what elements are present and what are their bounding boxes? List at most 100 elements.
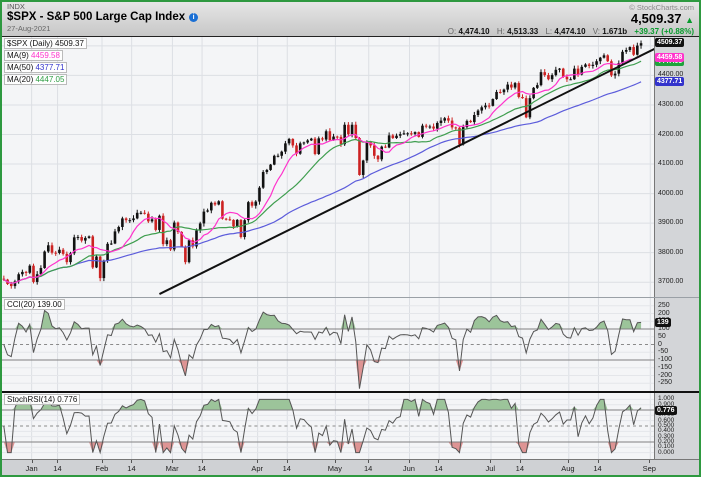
x-axis-label: 14 <box>515 464 524 473</box>
chart-header: INDX $SPX - S&P 500 Large Cap Index i 27… <box>2 2 699 37</box>
x-axis-label: Feb <box>95 464 109 473</box>
stochrsi-plot: StochRSI(14) 0.776 <box>2 393 654 459</box>
price-legend-main: $SPX (Daily) 4509.37 <box>4 38 87 49</box>
y-axis-label: -150 <box>658 363 673 371</box>
x-axis-label: 14 <box>197 464 206 473</box>
change-value: +39.37 (+0.88%) <box>634 27 694 36</box>
stochrsi-panel: StochRSI(14) 0.776 1.0000.9000.8000.7000… <box>2 391 699 459</box>
open-label: O: <box>447 27 457 36</box>
x-axis-tick <box>567 460 569 463</box>
high-label: H: <box>496 27 505 36</box>
x-axis-label: 14 <box>127 464 136 473</box>
ma9-legend: MA(9) 4459.58 <box>4 50 63 61</box>
y-axis-label: 0.400 <box>658 427 675 435</box>
high-value: 4,513.33 <box>507 27 539 36</box>
y-axis-label: 0.200 <box>658 437 675 445</box>
y-axis-label: 0.500 <box>658 422 675 429</box>
stochrsi-legend-text: StochRSI(14) 0.776 <box>4 394 81 405</box>
x-axis-tick <box>201 460 203 463</box>
cci-legend-text: CCI(20) 139.00 <box>4 299 65 310</box>
date-axis: Jan 14 Feb 14 Mar 14 Apr 14 May 14 Jun 14 Jul 14 Aug 14… <box>2 459 699 475</box>
up-arrow-icon: ▲ <box>685 15 694 25</box>
y-axis-label: 0.000 <box>658 448 675 456</box>
x-axis-label: Sep <box>642 464 656 473</box>
y-axis-label: -250 <box>658 379 673 387</box>
copyright-text: © StockCharts.com <box>629 3 694 12</box>
axis-pill: 0.776 <box>655 406 677 416</box>
axis-pill: 4509.37 <box>655 38 685 48</box>
x-axis-tick <box>31 460 33 463</box>
y-axis-label: 3700.00 <box>658 278 684 286</box>
ma50-legend: MA(50) 4377.71 <box>4 62 68 73</box>
header-right: © StockCharts.com 4,509.37 ▲ O: 4,474.10… <box>443 3 694 37</box>
x-axis-label: 14 <box>364 464 373 473</box>
open-value: 4,474.10 <box>458 27 490 36</box>
volume-value: 1.671b <box>602 27 628 36</box>
x-axis-tick <box>490 460 492 463</box>
cci-legend: CCI(20) 139.00 <box>4 299 65 311</box>
y-axis-label: -200 <box>658 371 673 379</box>
y-axis-label: 0.300 <box>658 432 675 440</box>
y-axis-label: 0 <box>658 340 662 348</box>
y-axis-label: 4300.00 <box>658 100 684 108</box>
y-axis-label: -50 <box>658 348 669 356</box>
x-axis-label: Jul <box>485 464 496 473</box>
x-axis-tick <box>597 460 599 463</box>
y-axis-label: 250 <box>658 301 670 309</box>
x-axis-tick <box>101 460 103 463</box>
x-axis-tick <box>334 460 336 463</box>
x-axis-tick <box>257 460 259 463</box>
x-axis-label: May <box>327 464 342 473</box>
cci-chart-svg <box>2 298 654 391</box>
info-icon[interactable]: i <box>189 13 199 22</box>
price-legend: $SPX (Daily) 4509.37 MA(9) 4459.58 MA(50… <box>4 38 87 86</box>
ohlc-row: O: 4,474.10 H: 4,513.33 L: 4,474.10 V: 1… <box>443 27 694 37</box>
price-panel: $SPX (Daily) 4509.37 MA(9) 4459.58 MA(50… <box>2 37 699 297</box>
x-axis-label: 14 <box>282 464 291 473</box>
y-axis-label: 3900.00 <box>658 219 684 227</box>
x-axis-label: Jan <box>25 464 38 473</box>
x-axis-tick <box>286 460 288 463</box>
x-axis-tick <box>131 460 133 463</box>
y-axis-label: 4400.00 <box>658 71 684 79</box>
x-axis-tick <box>368 460 370 463</box>
y-axis-label: 50 <box>658 332 666 340</box>
axis-pill: 4377.71 <box>655 76 685 86</box>
y-axis-label: 0.100 <box>658 443 675 451</box>
price-chart-svg <box>2 37 654 297</box>
x-axis-tick <box>519 460 521 463</box>
x-axis-tick <box>408 460 410 463</box>
x-axis-label: 14 <box>593 464 602 473</box>
axis-pill: 4459.58 <box>655 52 685 62</box>
ma20-legend: MA(20) 4447.05 <box>4 74 68 85</box>
y-axis-label: -100 <box>658 356 673 363</box>
x-axis-label: Apr <box>251 464 264 473</box>
header-left: INDX $SPX - S&P 500 Large Cap Index i 27… <box>7 2 199 33</box>
chart-date: 27-Aug-2021 <box>7 24 51 33</box>
price-plot: $SPX (Daily) 4509.37 MA(9) 4459.58 MA(50… <box>2 37 654 297</box>
x-axis-label: 14 <box>434 464 443 473</box>
x-axis-label: Mar <box>165 464 179 473</box>
stochrsi-chart-svg <box>2 393 654 459</box>
price-y-axis: 4500.004400.004300.004200.004100.004000.… <box>654 37 699 297</box>
cci-panel: CCI(20) 139.00 250200150100500-50-100-15… <box>2 297 699 391</box>
exchange-label: INDX <box>7 2 25 11</box>
y-axis-label: 3800.00 <box>658 248 684 256</box>
y-axis-label: 100 <box>658 325 670 332</box>
volume-label: V: <box>592 27 601 36</box>
x-axis-tick <box>57 460 59 463</box>
y-axis-label: 4200.00 <box>658 130 684 138</box>
x-axis-tick <box>649 460 651 463</box>
y-axis-label: 0.600 <box>658 416 675 424</box>
y-axis-label: 200 <box>658 309 670 317</box>
x-axis-label: Jun <box>402 464 415 473</box>
y-axis-label: 0.900 <box>658 400 675 408</box>
last-price: 4,509.37 <box>630 11 682 26</box>
x-axis-label: Aug <box>561 464 575 473</box>
x-axis-label: 14 <box>53 464 62 473</box>
low-label: L: <box>545 27 553 36</box>
x-axis-tick <box>172 460 174 463</box>
y-axis-label: 1.000 <box>658 395 675 403</box>
